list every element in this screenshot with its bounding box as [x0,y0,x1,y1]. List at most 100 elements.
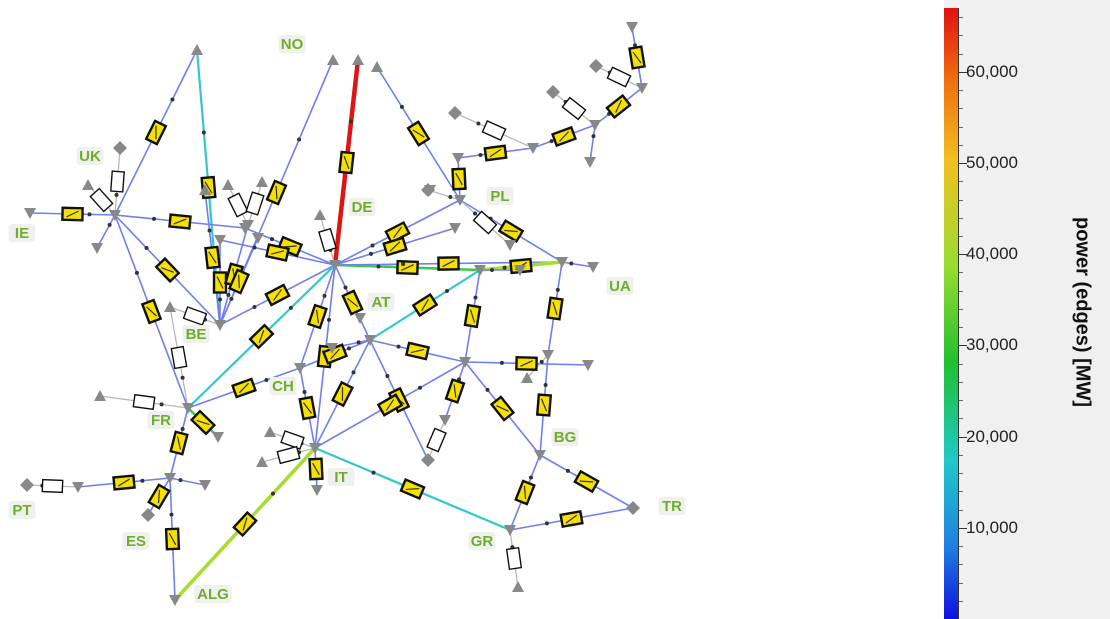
country-label: UK [79,148,101,165]
node-triangle-down [164,473,176,484]
country-label: IE [15,225,29,242]
edge-component-rect [276,445,301,465]
transmission-edge [589,124,596,163]
country-label-bg [278,35,306,53]
edge-component-mark [401,264,414,271]
edge-component-mark [146,306,157,317]
country-label: PT [12,502,31,519]
node-triangle-down [214,235,226,246]
edge-component-mark [523,485,527,500]
country-label-bg [658,497,686,515]
node-triangle-down [454,195,466,206]
edge-component-mark [421,298,429,312]
node-triangle-down [326,343,338,354]
edge-component-rect [89,187,114,213]
country-label: FR [151,412,171,429]
edge-component-box [411,292,439,318]
node-diamond [626,501,640,515]
colorbar-minor-tick [959,90,963,92]
node-triangle-up [94,390,106,401]
edge-component-box [559,509,584,529]
edge-component-mark [455,172,463,186]
country-label: GR [471,533,494,550]
edge-component-mark [204,181,213,194]
flow-arrow-dot [539,359,544,364]
colorbar-major-tick [959,254,967,256]
flow-arrow-dot [418,385,422,390]
edge-component-box [404,341,431,361]
edge-component-mark [389,241,401,252]
edge-component-box [561,96,587,121]
edge-component-box [444,378,466,404]
edge-component-box [227,268,251,295]
edge-component-rect [182,306,208,326]
edge-component-box [182,306,208,326]
flow-arrow-dot [347,346,351,351]
flow-arrow-dot [288,305,293,310]
flow-arrow-dot [591,134,596,139]
transmission-edge [561,261,594,268]
colorbar-tick-label: 40,000 [966,244,1018,264]
node-triangle-down [239,223,251,234]
edge-component-mark [496,405,509,412]
flow-arrow-dot [264,378,269,382]
country-label-bg [551,428,579,446]
node-triangle-down [294,363,306,374]
edge-component-mark [341,387,344,401]
node-triangle-up [256,176,268,187]
colorbar-minor-tick [959,564,963,566]
edge-component-box [147,483,171,510]
edge-component-box [110,170,125,193]
edge-component-mark [275,185,278,200]
node-diamond [141,508,155,522]
edge-component-mark [238,382,250,394]
country-label: PL [490,188,509,205]
node-diamond [448,106,462,120]
node-triangle-down [452,153,464,164]
colorbar-minor-tick [959,144,963,146]
edge-component-mark [273,289,282,301]
edge-component-box [245,191,265,216]
colorbar-gradient [944,8,958,619]
edge-component-rect [227,192,249,218]
edge-component-box [41,478,64,494]
edge-component-box [231,377,257,399]
colorbar-minor-tick [959,418,963,420]
edge-component-mark [385,399,395,411]
node-triangle-up [512,581,524,592]
edge-component-box [164,527,181,551]
edge-component-box [169,430,189,456]
edge-component-mark [579,480,594,483]
colorbar-minor-tick [959,582,963,584]
node-triangle-down [527,143,539,154]
flow-arrow-dot [633,43,637,48]
edge-component-box [481,120,507,141]
colorbar-title: power (edges) [MW] [1071,217,1094,407]
colorbar-minor-tick [959,454,963,456]
edge-component-box [307,303,328,330]
edge-component-rect [110,170,125,193]
edge-component-mark [412,129,425,138]
country-label-bg [606,277,634,295]
edge-component-mark [405,487,420,491]
node-triangle-down [354,313,366,324]
colorbar-major-tick [959,527,967,529]
node-diamond [421,183,435,197]
edge-component-box [264,283,291,307]
flow-arrow-dot [448,195,453,199]
node-triangle-down [584,157,596,168]
flow-arrow-dot [302,390,307,394]
edge-component-mark [242,517,248,531]
colorbar-minor-tick [959,491,963,493]
colorbar-minor-tick [959,53,963,55]
node-triangle-down [582,360,594,371]
edge-component-mark [173,218,187,225]
edge-component-mark [393,226,402,239]
flow-arrow-dot [226,293,231,297]
edge-component-box [168,213,192,230]
node-triangle-down [212,432,224,443]
flow-arrow-dot [144,246,149,250]
flow-arrow-dot [207,228,212,233]
colorbar-minor-tick [959,509,963,511]
edge-component-mark [118,478,130,487]
